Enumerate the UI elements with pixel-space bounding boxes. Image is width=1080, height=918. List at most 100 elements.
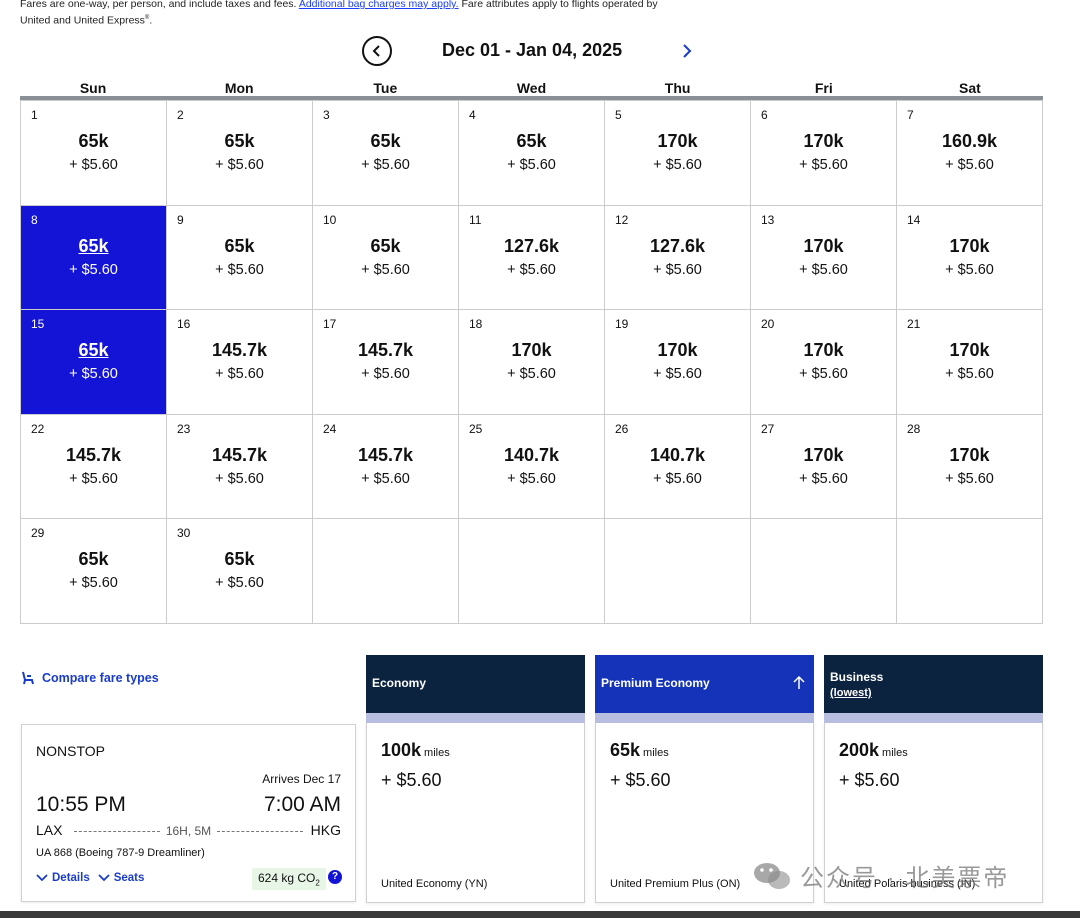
sort-arrow-up-icon[interactable] [792,675,806,691]
day-number: 11 [469,212,482,227]
aircraft-info: UA 868 (Boeing 787-9 Dreamliner) [36,847,205,859]
compare-label: Compare fare types [42,671,159,685]
calendar-day-cell[interactable]: 25 140.7k + $5.60 [459,414,605,519]
day-tax: + $5.60 [945,261,994,278]
calendar-day-cell[interactable]: 12 127.6k + $5.60 [605,205,751,310]
day-miles-price: 127.6k [503,235,560,256]
calendar-day-cell[interactable]: 20 170k + $5.60 [751,310,897,415]
fare-lowest-label[interactable]: (lowest) [830,687,872,699]
calendar-day-cell[interactable]: 5 170k + $5.60 [605,101,751,206]
chevron-left-icon [372,45,380,57]
calendar-day-cell[interactable]: 18 170k + $5.60 [459,310,605,415]
calendar-day-cell[interactable]: 29 65k + $5.60 [21,519,167,624]
details-label: Details [52,872,90,884]
calendar-day-cell[interactable]: 16 145.7k + $5.60 [167,310,313,415]
fare-miles-unit: miles [882,747,908,759]
flight-card[interactable]: NONSTOP Arrives Dec 17 10:55 PM 7:00 AM … [21,724,356,902]
co2-badge: 624 kg CO2 [252,868,326,891]
day-number: 28 [907,421,921,436]
details-toggle[interactable]: Details [36,872,90,884]
calendar-day-cell[interactable]: 28 170k + $5.60 [897,414,1043,519]
calendar-day-cell[interactable]: 3 65k + $5.60 [313,101,459,206]
calendar-day-cell[interactable]: 14 170k + $5.60 [897,205,1043,310]
fare-strip [366,713,585,723]
day-tax: + $5.60 [361,261,410,278]
fare-name: Business [830,670,884,684]
calendar-day-cell[interactable]: 4 65k + $5.60 [459,101,605,206]
calendar-empty-cell [605,519,751,624]
day-number: 29 [31,526,45,540]
weekday-label: Sun [79,80,107,96]
calendar-day-cell[interactable]: 11 127.6k + $5.60 [459,205,605,310]
calendar-day-cell[interactable]: 6 170k + $5.60 [751,101,897,206]
day-tax: + $5.60 [945,470,994,487]
calendar-day-cell[interactable]: 27 170k + $5.60 [751,414,897,519]
day-tax: + $5.60 [653,470,702,487]
fare-disclaimer: Fares are one-way, per person, and inclu… [20,0,720,28]
day-tax: + $5.60 [69,261,118,278]
day-miles-price: 170k [657,340,698,360]
calendar-day-cell[interactable]: 8 65k + $5.60 [21,205,167,310]
month-navigation: Dec 01 - Jan 04, 2025 [362,36,702,66]
day-miles-price: 170k [657,131,698,151]
day-number: 30 [177,526,191,540]
calendar-day-cell[interactable]: 23 145.7k + $5.60 [167,414,313,519]
disclaimer-text: Fares are one-way, per person, and inclu… [20,0,297,10]
fare-cell-economy[interactable]: 100k miles + $5.60 United Economy (YN) [366,723,585,903]
day-miles-price: 170k [803,340,844,360]
day-number: 15 [31,317,45,331]
fare-name: Premium Economy [601,676,710,690]
weekday-label: Wed [516,80,547,96]
fare-tax: + $5.60 [839,770,900,790]
calendar-day-cell[interactable]: 7 160.9k + $5.60 [897,101,1043,206]
info-icon[interactable]: ? [328,870,342,884]
day-number: 25 [469,421,483,436]
co2-value: 624 kg CO [258,871,316,885]
day-miles-price: 140.7k [503,444,560,465]
seats-toggle[interactable]: Seats [98,872,144,884]
day-tax: + $5.60 [69,157,118,173]
calendar-day-cell[interactable]: 15 65k + $5.60 [21,310,167,415]
fare-strip [595,713,814,723]
route-line-right [217,830,304,832]
calendar-day-cell[interactable]: 30 65k + $5.60 [167,519,313,624]
destination-airport: HKG [310,822,341,838]
previous-month-button[interactable] [362,36,392,66]
calendar-day-cell[interactable]: 9 65k + $5.60 [167,205,313,310]
day-tax: + $5.60 [215,261,264,278]
calendar-day-cell[interactable]: 13 170k + $5.60 [751,205,897,310]
day-tax: + $5.60 [69,575,118,591]
fare-column-economy[interactable]: Economy 100k miles + $5.60 United Economy… [366,655,585,903]
fare-column-business[interactable]: Business (lowest) 200k miles + $5.60 Unit… [824,655,1043,903]
fare-header-premium-economy[interactable]: Premium Economy [595,655,814,713]
next-month-button[interactable] [677,39,697,63]
calendar-day-cell[interactable]: 17 145.7k + $5.60 [313,310,459,415]
calendar-day-cell[interactable]: 21 170k + $5.60 [897,310,1043,415]
calendar-day-cell[interactable]: 2 65k + $5.60 [167,101,313,206]
calendar-day-cell[interactable]: 1 65k + $5.60 [21,101,167,206]
day-miles-price: 65k [224,549,255,569]
calendar-day-cell[interactable]: 26 140.7k + $5.60 [605,414,751,519]
day-tax: + $5.60 [799,366,848,382]
co2-subscript: 2 [315,878,320,888]
day-miles-price: 170k [949,235,990,256]
weekday-label: Mon [224,80,254,96]
calendar-day-cell[interactable]: 10 65k + $5.60 [313,205,459,310]
day-tax: + $5.60 [69,366,118,382]
day-number: 4 [469,108,476,122]
fare-header-business[interactable]: Business (lowest) [824,655,1043,713]
compare-fare-types-link[interactable]: Compare fare types [20,670,159,686]
bag-charges-link[interactable]: Additional bag charges may apply. [298,0,459,10]
calendar-day-cell[interactable]: 19 170k + $5.60 [605,310,751,415]
day-miles-price: 65k [370,235,401,256]
flight-duration-line: 16H, 5M [74,824,304,838]
calendar-day-cell[interactable]: 24 145.7k + $5.60 [313,414,459,519]
flight-links: Details Seats [36,872,152,884]
day-tax: + $5.60 [799,157,848,173]
fare-cell-business[interactable]: 200k miles + $5.60 United Polaris busines… [824,723,1043,903]
fare-header-economy[interactable]: Economy [366,655,585,713]
day-miles-price: 170k [949,444,990,465]
day-tax: + $5.60 [653,366,702,382]
calendar-day-cell[interactable]: 22 145.7k + $5.60 [21,414,167,519]
calendar-empty-cell [897,519,1043,624]
